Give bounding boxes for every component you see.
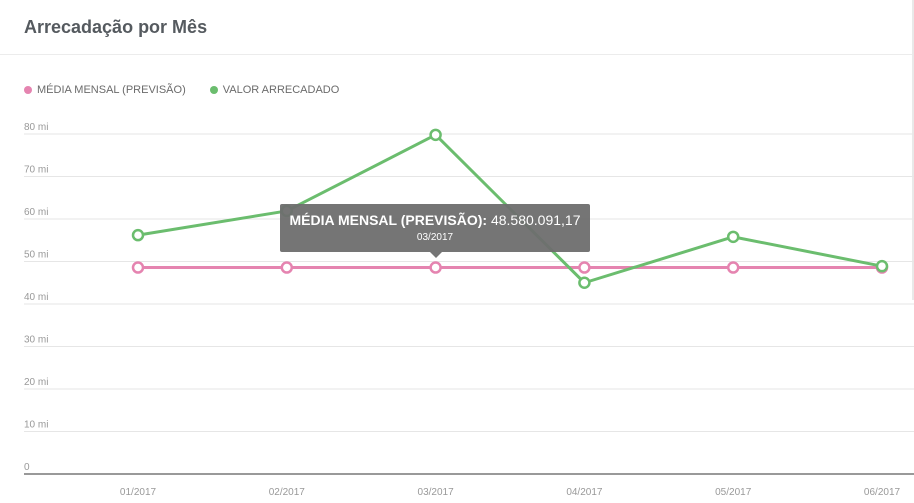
data-point-valor: [726, 230, 740, 244]
x-tick-label: 04/2017: [566, 487, 603, 498]
data-point-media: [131, 261, 145, 274]
legend-item-valor[interactable]: VALOR ARRECADADO: [209, 84, 340, 96]
data-point-valor: [875, 259, 889, 273]
y-tick-label: 50 mi: [24, 250, 48, 261]
y-tick-label: 0: [24, 462, 30, 473]
data-point-media: [726, 261, 740, 274]
data-point-media: [429, 261, 442, 274]
x-tick-label: 03/2017: [418, 487, 455, 498]
legend-label-valor: VALOR ARRECADADO: [222, 84, 340, 96]
x-tick-label: 02/2017: [269, 487, 306, 498]
x-tick-label: 06/2017: [864, 487, 901, 498]
x-tick-label: 01/2017: [120, 487, 157, 498]
y-tick-label: 60 mi: [24, 207, 48, 218]
data-point-valor: [578, 276, 591, 289]
y-tick-label: 20 mi: [24, 377, 48, 388]
data-point-valor: [429, 128, 442, 142]
chart-legend: MÉDIA MENSAL (PREVISÃO) VALOR ARRECADADO: [24, 84, 339, 96]
tooltip-category: 03/2017: [416, 232, 454, 243]
y-tick-label: 80 mi: [24, 122, 48, 133]
y-tick-label: 40 mi: [24, 292, 48, 303]
data-point-valor: [131, 228, 145, 242]
legend-item-media[interactable]: MÉDIA MENSAL (PREVISÃO): [24, 84, 186, 96]
legend-dot-valor: [209, 86, 218, 94]
y-tick-label: 30 mi: [24, 335, 48, 346]
y-tick-label: 10 mi: [24, 420, 48, 431]
y-tick-label: 70 mi: [24, 165, 48, 176]
x-tick-label: 05/2017: [715, 487, 752, 498]
card-header: Arrecadação por Mês: [0, 0, 914, 55]
legend-label-media: MÉDIA MENSAL (PREVISÃO): [37, 84, 186, 96]
panel-edge: [912, 0, 914, 300]
data-point-media: [280, 261, 294, 274]
data-point-media: [578, 261, 591, 274]
card-title: Arrecadação por Mês: [24, 17, 208, 37]
legend-dot-media: [24, 86, 32, 94]
tooltip-label: MÉDIA MENSAL (PREVISÃO):: [289, 212, 488, 228]
chart-tooltip: MÉDIA MENSAL (PREVISÃO): 48.580.091,17 0…: [280, 204, 590, 258]
tooltip-value: 48.580.091,17: [490, 212, 581, 228]
